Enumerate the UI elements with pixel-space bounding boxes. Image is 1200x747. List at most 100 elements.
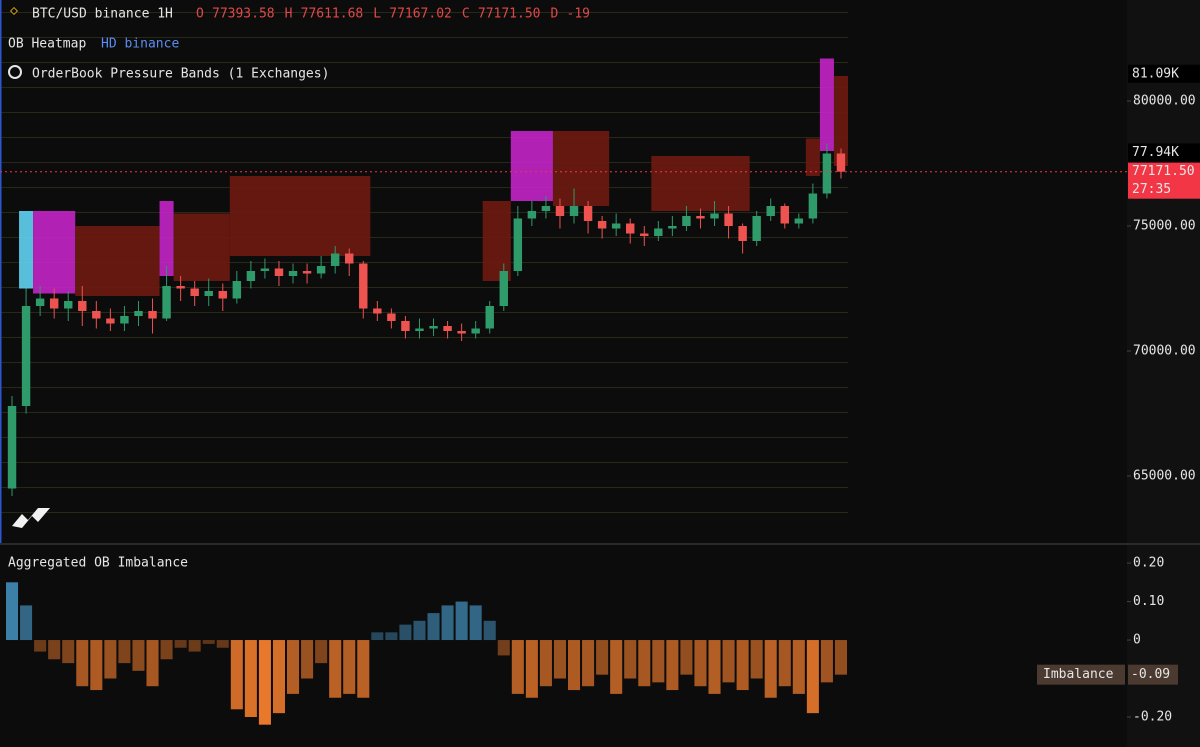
y-tick-label: 0.10 bbox=[1133, 594, 1164, 609]
imbalance-bar bbox=[469, 605, 482, 641]
y-tick-label: 65000.00 bbox=[1133, 469, 1196, 484]
imbalance-bar bbox=[582, 640, 595, 687]
imbalance-bar bbox=[272, 640, 285, 714]
candle-body bbox=[724, 213, 733, 226]
y-tick-label: 0 bbox=[1133, 633, 1141, 648]
pressure-band bbox=[552, 131, 610, 206]
imbalance-bar bbox=[708, 640, 721, 694]
imbalance-bar bbox=[525, 640, 538, 698]
candle-body bbox=[78, 301, 87, 311]
imbalance-bar bbox=[34, 640, 47, 652]
candle-body bbox=[190, 288, 199, 296]
imbalance-bar bbox=[301, 640, 314, 679]
last-price-box bbox=[1128, 162, 1200, 199]
imbalance-bar bbox=[638, 640, 651, 687]
y-tick-label: 80000.00 bbox=[1133, 94, 1196, 109]
ohlc-key: O bbox=[196, 7, 204, 22]
candle-body bbox=[316, 266, 326, 274]
imbalance-bar bbox=[48, 640, 61, 660]
plot bbox=[6, 58, 848, 725]
price-axis-area bbox=[1127, 0, 1200, 747]
candle-body bbox=[64, 301, 73, 309]
imbalance-bar bbox=[694, 640, 707, 687]
imbalance-bar bbox=[104, 640, 117, 679]
candle-body bbox=[583, 206, 593, 221]
imbalance-bar bbox=[455, 601, 468, 641]
imbalance-bar bbox=[568, 640, 581, 691]
pressure-band bbox=[805, 138, 820, 176]
imbalance-bar bbox=[6, 582, 19, 641]
candle-body bbox=[513, 218, 523, 271]
ohlc-value: -19 bbox=[567, 7, 590, 22]
imbalance-bar bbox=[385, 632, 398, 641]
candle-body bbox=[134, 311, 143, 316]
imbalance-bar bbox=[610, 640, 623, 694]
last-price-label: 77171.50 bbox=[1132, 164, 1195, 179]
imbalance-bar bbox=[820, 640, 833, 683]
candle-body bbox=[387, 313, 396, 321]
candle-body bbox=[597, 221, 607, 229]
candle-body bbox=[626, 223, 635, 234]
imbalance-bar bbox=[497, 640, 510, 656]
price-label-box bbox=[1128, 64, 1200, 83]
candle-body bbox=[808, 193, 818, 219]
candle-body bbox=[373, 308, 382, 314]
imbalance-bar bbox=[666, 640, 679, 691]
imbalance-bar bbox=[427, 613, 440, 641]
candle-body bbox=[260, 268, 270, 271]
countdown: 27:35 bbox=[1132, 182, 1171, 197]
candle-body bbox=[485, 306, 494, 329]
y-tick-label: 0.20 bbox=[1133, 556, 1164, 571]
imbalance-bar bbox=[20, 605, 33, 641]
imbalance-bar bbox=[146, 640, 159, 687]
candle-body bbox=[49, 298, 59, 309]
symbol: BTC/USD binance 1H bbox=[32, 7, 173, 22]
binance-icon-inner bbox=[11, 8, 17, 14]
pressure-band bbox=[651, 156, 750, 211]
imbalance-bar bbox=[834, 640, 847, 675]
imbalance-bar bbox=[539, 640, 552, 687]
imbalance-bar bbox=[90, 640, 103, 691]
y-tick-label: -0.20 bbox=[1133, 709, 1172, 724]
candle-body bbox=[682, 216, 691, 226]
candle-body bbox=[794, 218, 804, 224]
indicator-source: HD binance bbox=[101, 37, 179, 52]
current-value-box bbox=[1128, 664, 1178, 685]
candle-body bbox=[176, 286, 185, 289]
imbalance-bar bbox=[792, 640, 805, 694]
candle-body bbox=[429, 326, 438, 329]
candle-body bbox=[527, 211, 537, 219]
imbalance-bar bbox=[188, 640, 201, 652]
imbalance-bar bbox=[413, 620, 426, 641]
imbalance-bar bbox=[329, 640, 342, 698]
candle-body bbox=[471, 328, 480, 334]
ohlc-key: H bbox=[285, 7, 293, 22]
imbalance-bar bbox=[399, 624, 412, 641]
imbalance-bar bbox=[216, 640, 229, 648]
candle-body bbox=[288, 271, 298, 276]
ohlc-value: 77171.50 bbox=[478, 7, 541, 22]
pressure-band bbox=[19, 211, 34, 289]
candle-body bbox=[302, 271, 312, 274]
imbalance-bar bbox=[624, 640, 637, 679]
ohlc-key: D bbox=[551, 7, 559, 22]
pressure-band bbox=[510, 131, 553, 201]
candle-body bbox=[696, 216, 705, 219]
candle-body bbox=[611, 223, 621, 229]
pressure-band bbox=[159, 201, 174, 276]
price-label-box bbox=[1128, 143, 1200, 162]
imbalance-bar bbox=[806, 640, 819, 714]
candle-body bbox=[106, 318, 115, 324]
candle-body bbox=[766, 206, 775, 216]
gear-icon bbox=[8, 65, 22, 79]
current-name: Imbalance bbox=[1043, 667, 1114, 682]
candle-body bbox=[752, 216, 761, 241]
candle-body bbox=[710, 213, 719, 219]
imbalance-bar bbox=[343, 640, 356, 694]
candle-body bbox=[120, 316, 129, 324]
imbalance-bar bbox=[596, 640, 609, 675]
pressure-band bbox=[833, 76, 848, 166]
imbalance-bar bbox=[764, 640, 777, 698]
candle-body bbox=[569, 206, 579, 216]
pressure-band bbox=[33, 211, 76, 294]
